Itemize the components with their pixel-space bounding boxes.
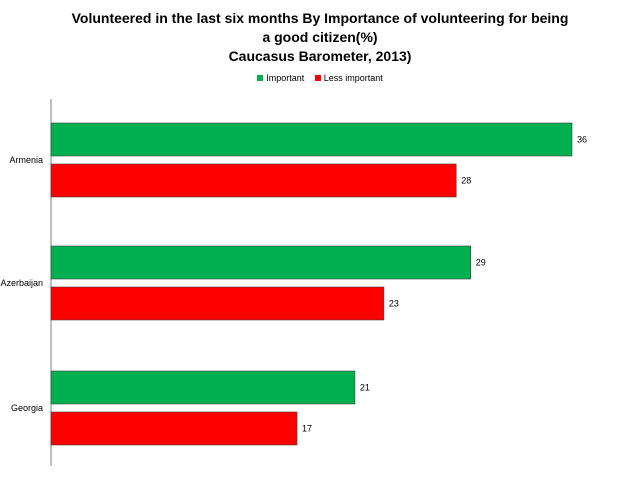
legend-item-important: Important [257, 73, 304, 83]
legend-label-less-important: Less important [323, 73, 383, 83]
chart-legend: Important Less important [0, 73, 640, 83]
chart-title-line-3: Caucasus Barometer, 2013) [228, 48, 412, 64]
bar-georgia-less-important [50, 411, 298, 446]
chart-title: Volunteered in the last six months By Im… [0, 9, 640, 66]
legend-label-important: Important [266, 73, 305, 83]
data-label-georgia-important: 21 [360, 383, 370, 393]
data-label-armenia-important: 36 [577, 135, 587, 145]
category-label-azerbaijan: Azerbaijan [0, 278, 43, 288]
chart-title-line-1: Volunteered in the last six months By Im… [71, 10, 569, 26]
legend-item-less-important: Less important [314, 73, 383, 83]
data-label-azerbaijan-important: 29 [476, 258, 486, 268]
category-label-armenia: Armenia [9, 155, 43, 165]
legend-swatch-less-important [314, 75, 321, 81]
bar-armenia-less-important [50, 163, 457, 198]
category-label-georgia: Georgia [11, 403, 43, 413]
data-label-georgia-less-important: 17 [302, 424, 312, 434]
bar-azerbaijan-less-important [50, 286, 385, 321]
data-label-armenia-less-important: 28 [461, 176, 471, 186]
data-label-azerbaijan-less-important: 23 [389, 299, 399, 309]
bar-armenia-important [50, 122, 573, 157]
legend-swatch-important [257, 75, 264, 81]
bar-georgia-important [50, 370, 356, 405]
chart-title-line-2: a good citizen(%) [262, 29, 378, 45]
bar-azerbaijan-important [50, 245, 471, 280]
